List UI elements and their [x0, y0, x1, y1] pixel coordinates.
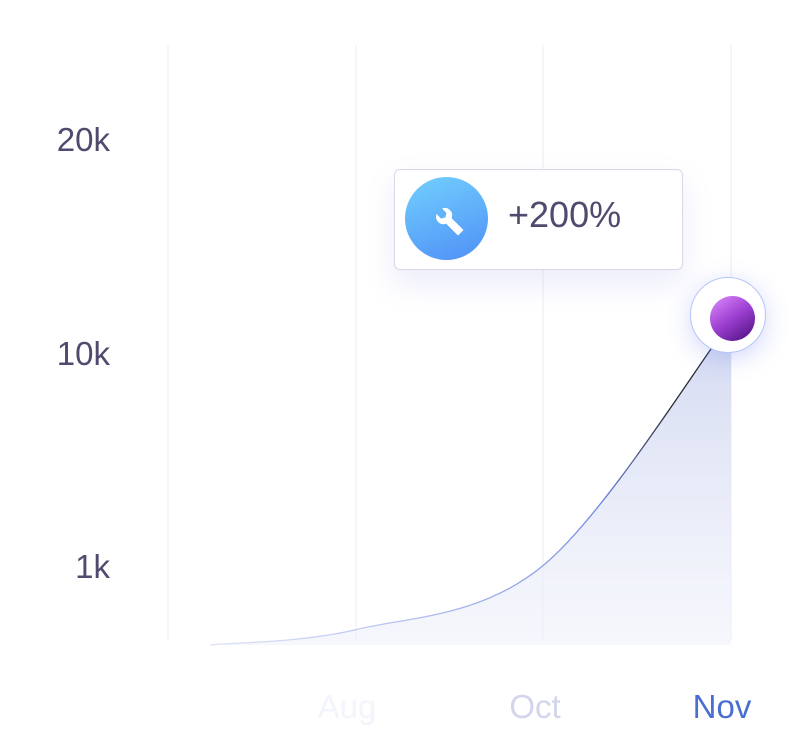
annotation-tooltip: +200%: [394, 169, 683, 270]
annotation-text: +200%: [508, 194, 622, 235]
y-tick-label: 10k: [56, 335, 110, 372]
y-tick-label: 20k: [56, 121, 110, 158]
wrench-icon: [405, 177, 488, 260]
x-tick-label: Nov: [692, 688, 752, 725]
area-fill: [210, 320, 731, 645]
data-point-marker[interactable]: [690, 277, 766, 353]
series-line: [209, 320, 732, 646]
x-tick-label: Aug: [317, 688, 377, 725]
x-tick-label: Oct: [509, 688, 561, 725]
y-tick-label: 1k: [75, 548, 110, 585]
marker-dot: [710, 296, 755, 341]
